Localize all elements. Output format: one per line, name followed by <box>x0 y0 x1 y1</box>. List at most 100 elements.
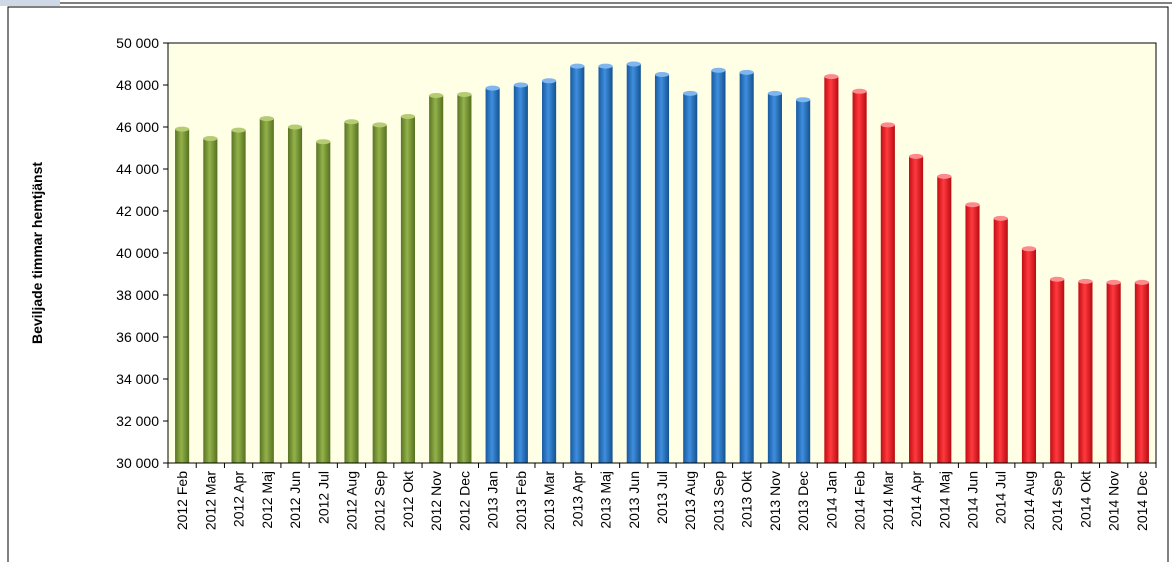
bar <box>231 130 246 463</box>
bar-cap <box>372 122 387 128</box>
x-tick-label: 2012 Sep <box>372 471 388 531</box>
x-tick-label: 2014 Dec <box>1134 471 1150 531</box>
bar-cap <box>570 63 585 69</box>
y-tick-label: 50 000 <box>116 35 159 51</box>
bar-cap <box>542 78 557 84</box>
bar-cap <box>429 93 444 98</box>
bar <box>1134 282 1149 463</box>
bar <box>485 88 500 464</box>
bar <box>626 64 641 463</box>
bar-cap <box>457 91 472 97</box>
bar-series <box>175 61 1149 464</box>
x-tick-label: 2012 Maj <box>259 471 275 529</box>
x-tick-label: 2012 Okt <box>400 471 416 528</box>
bar <box>993 218 1008 463</box>
bar <box>316 141 331 463</box>
x-tick-label: 2013 Nov <box>767 471 783 531</box>
x-tick-label: 2014 Okt <box>1077 471 1093 528</box>
x-tick-label: 2013 Apr <box>569 471 585 527</box>
bar-cap <box>965 202 980 208</box>
bar-cap <box>993 215 1008 221</box>
x-tick-label: 2013 Jun <box>626 471 642 529</box>
bar <box>880 124 895 464</box>
x-tick-label: 2012 Apr <box>231 471 247 527</box>
x-tick-label: 2013 Feb <box>513 471 529 530</box>
y-axis-title: Beviljade timmar hemtjänst <box>29 162 45 344</box>
bar <box>429 95 444 463</box>
y-axis: 30 000 32 000 34 000 36 000 38 000 40 000 42 0… <box>116 35 169 471</box>
bar-cap <box>767 90 782 96</box>
x-tick-label: 2014 Apr <box>908 471 924 527</box>
bar <box>909 156 924 463</box>
bar-cap <box>485 85 500 91</box>
bar-cap <box>344 119 359 125</box>
y-tick-label: 42 000 <box>116 203 159 219</box>
chart-border <box>7 6 1169 562</box>
bar <box>570 66 585 463</box>
x-tick-label: 2012 Dec <box>456 471 472 531</box>
bar-cap <box>852 88 867 94</box>
bar <box>1106 282 1121 463</box>
bar <box>824 76 839 463</box>
bar-cap <box>796 97 811 103</box>
x-tick-label: 2014 Jan <box>823 471 839 529</box>
y-tick-label: 32 000 <box>116 413 159 429</box>
x-tick-label: 2013 Maj <box>598 471 614 529</box>
y-tick-label: 48 000 <box>116 77 159 93</box>
x-tick-label: 2013 Okt <box>739 471 755 528</box>
y-tick-label: 34 000 <box>116 371 159 387</box>
x-tick-label: 2014 Nov <box>1106 471 1122 531</box>
bar-cap <box>1050 276 1065 282</box>
x-tick-label: 2014 Sep <box>1049 471 1065 531</box>
bar <box>457 94 472 463</box>
x-tick-label: 2012 Feb <box>174 471 190 530</box>
bar <box>683 93 698 464</box>
y-tick-label: 36 000 <box>116 329 159 345</box>
bar <box>965 204 980 463</box>
x-tick-label: 2012 Aug <box>343 471 359 530</box>
bar-cap <box>259 116 274 122</box>
bar-cap <box>739 69 754 75</box>
bar-cap <box>626 61 641 67</box>
x-tick-label: 2014 Aug <box>1021 471 1037 530</box>
bar <box>1078 281 1093 463</box>
x-tick-label: 2014 Jul <box>993 471 1009 524</box>
bar-cap <box>1021 246 1037 252</box>
bar <box>287 127 303 463</box>
bar <box>344 121 359 463</box>
bar <box>711 70 726 464</box>
bar <box>400 116 415 463</box>
bar <box>542 80 557 464</box>
bar-cap <box>1106 279 1121 285</box>
bar-cap <box>909 153 924 159</box>
bar-cap <box>683 90 698 96</box>
bar-cap <box>175 126 190 132</box>
bar <box>739 72 754 464</box>
bar-cap <box>1078 278 1093 284</box>
x-tick-label: 2012 Mar <box>202 471 218 530</box>
x-tick-label: 2013 Aug <box>682 471 698 530</box>
bar <box>654 74 670 463</box>
bar-cap <box>937 173 952 179</box>
bar <box>513 85 528 463</box>
bar-cap <box>711 67 726 73</box>
x-tick-label: 2012 Jul <box>315 471 331 524</box>
x-tick-label: 2013 Mar <box>541 471 557 530</box>
bar-cap <box>400 114 416 119</box>
bar <box>852 91 867 464</box>
x-tick-label: 2014 Jun <box>965 471 981 529</box>
x-axis: 2012 Feb 2012 Mar 2012 Apr 2012 Maj 2012 Jun… <box>167 462 1157 531</box>
x-tick-label: 2014 Mar <box>880 471 896 530</box>
x-tick-label: 2014 Feb <box>852 471 868 530</box>
bar-cap <box>231 127 246 133</box>
bar-cap <box>316 139 331 145</box>
bar <box>259 118 274 463</box>
bar <box>1021 248 1037 463</box>
bar <box>937 176 952 463</box>
y-tick-label: 46 000 <box>116 119 159 135</box>
bar <box>372 124 387 464</box>
bar <box>175 129 190 463</box>
bar <box>796 99 811 463</box>
corner-mark <box>0 0 60 6</box>
